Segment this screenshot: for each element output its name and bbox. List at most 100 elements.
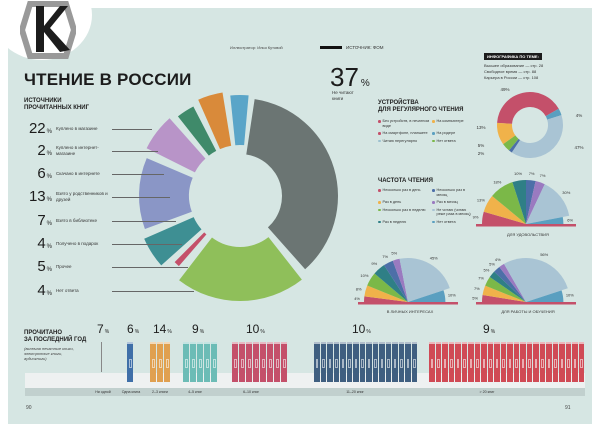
devices-legend: Без устройств, в печатном виде На компьют… — [378, 119, 476, 143]
slice-label: 47% — [574, 145, 583, 150]
legend-swatch — [378, 189, 381, 192]
bookshelf-edge — [25, 388, 585, 396]
book-icon — [474, 342, 480, 382]
source-percent: 7% — [37, 212, 52, 229]
fan-slice — [526, 180, 536, 224]
book-icon — [246, 342, 252, 382]
legend-item: Несколько раз в день — [378, 188, 432, 197]
leader-line — [112, 243, 182, 244]
book-icon — [353, 342, 359, 382]
slice-label: 4% — [576, 113, 583, 118]
slice-label: 10% — [360, 273, 368, 278]
legend-item: Без устройств, в печатном виде — [378, 119, 432, 128]
leader-line — [112, 266, 188, 267]
book-icon — [461, 342, 467, 382]
slice-label: 4% — [495, 257, 501, 262]
fan-slice — [512, 180, 526, 224]
devices-title-line1: УСТРОЙСТВА — [378, 100, 419, 106]
book-icon — [513, 342, 519, 382]
book-icon — [481, 342, 487, 382]
related-link[interactable]: Свободное время — стр. 88 — [484, 69, 537, 74]
legend-label: Раз в месяц — [436, 200, 458, 204]
fan-slice — [526, 290, 564, 302]
book-icon — [232, 342, 238, 382]
legend-item: Раз в день — [378, 200, 432, 205]
book-base-icon — [476, 302, 576, 305]
related-links: Высшее образование — стр. 28 Свободное вр… — [484, 63, 543, 81]
donut-slice — [511, 115, 563, 158]
read-count-label: Ни одной — [95, 390, 111, 394]
legend-swatch — [432, 220, 435, 223]
book-icon — [546, 342, 552, 382]
slice-label: 45% — [430, 255, 438, 260]
legend-swatch — [378, 132, 381, 135]
source-label: Прочее — [56, 263, 72, 269]
devices-donut-chart: 49% 4% 47% 2% 5% 13% — [476, 87, 584, 158]
related-heading: ИНФОГРАФИКА ПО ТЕМЕ: — [484, 53, 542, 60]
slice-label: 18% — [493, 179, 501, 184]
legend-swatch — [432, 139, 435, 142]
read-count-percent: 14% — [153, 322, 172, 336]
donut-slice — [545, 108, 562, 120]
book-group — [150, 342, 170, 382]
source-item: 2% Куплено в интернет-магазине — [22, 142, 158, 159]
read-count-label: 11–20 книг — [346, 390, 364, 394]
not-reading-percent: 37% — [330, 62, 370, 93]
book-icon — [340, 342, 346, 382]
source-label: Нет ответа — [56, 287, 79, 293]
book-icon — [526, 342, 532, 382]
book-icon — [455, 342, 461, 382]
read-count-percent: 7% — [97, 322, 110, 336]
pie-slice — [198, 92, 232, 150]
book-icon — [405, 342, 411, 382]
fan-slice — [504, 258, 568, 302]
pct-sign: % — [360, 78, 370, 89]
sources-pie-chart — [139, 92, 338, 301]
source-percent: 2% — [37, 142, 52, 159]
book-icon — [552, 342, 558, 382]
k-logo-icon — [20, 1, 76, 59]
pie-slice — [139, 158, 193, 230]
no-books-marker — [101, 342, 102, 372]
legend-label: Несколько раз в день — [382, 188, 421, 192]
slice-label: 7% — [540, 173, 546, 178]
devices-title-line2: ДЛЯ РЕГУЛЯРНОГО ЧТЕНИЯ — [378, 107, 464, 113]
fan-chart-work: 5%7%7%5%5%4%56%10% — [472, 252, 576, 305]
book-group — [183, 342, 217, 382]
page-title: ЧТЕНИЕ В РОССИИ — [24, 70, 192, 89]
fan-label-personal: В ЛИЧНЫХ ИНТЕРЕСАХ — [386, 309, 434, 314]
source-label: Взято в библиотеке — [56, 217, 97, 223]
book-icon — [411, 342, 417, 382]
source-label: Куплено в интернет-магазине — [56, 144, 99, 156]
book-icon — [442, 342, 448, 382]
leader-line — [112, 173, 164, 174]
book-icon — [253, 342, 259, 382]
book-icon — [260, 342, 266, 382]
not-reading-label-line2: книги — [332, 96, 344, 101]
page-number-right: 91 — [565, 405, 571, 411]
book-icon — [572, 342, 578, 382]
leader-line — [112, 220, 176, 221]
related-link[interactable]: Высшее образование — стр. 28 — [484, 63, 544, 68]
pie-slice — [144, 217, 202, 266]
book-icon — [435, 342, 441, 382]
source-item: 7% Взято в библиотеке — [22, 212, 176, 229]
slice-label: 9% — [473, 214, 479, 219]
source-percent: 4% — [37, 282, 52, 299]
book-icon — [267, 342, 273, 382]
related-link[interactable]: Карьера в России — стр. 108 — [484, 75, 539, 80]
slice-label: 56% — [540, 252, 548, 257]
legend-swatch — [432, 201, 435, 204]
legend-swatch — [432, 132, 435, 135]
legend-label: На смартфоне, планшете — [382, 131, 428, 135]
book-icon — [239, 342, 245, 382]
fan-slice — [367, 273, 408, 302]
legend-label: Читаю нерегулярно — [382, 138, 418, 143]
fan-slice — [526, 216, 564, 224]
legend-item: На ридере — [432, 131, 476, 136]
fan-slice — [482, 285, 526, 302]
read-count-label: 2–3 книги — [152, 390, 168, 394]
source-item: 6% Скачано в интернете — [22, 165, 164, 182]
legend-swatch — [432, 189, 435, 192]
source-item: 22% Куплено в магазине — [22, 120, 152, 137]
